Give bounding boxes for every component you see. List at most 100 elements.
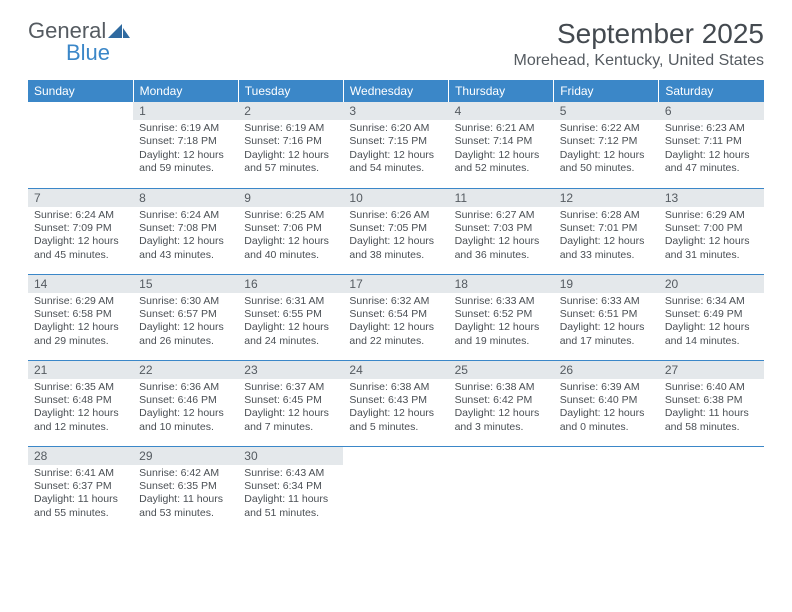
cell-line: and 50 minutes. <box>560 162 653 175</box>
cell-body <box>449 465 554 471</box>
cell-line: Sunset: 6:45 PM <box>244 394 337 407</box>
cell-line: Daylight: 12 hours <box>455 321 548 334</box>
cell-line: Daylight: 12 hours <box>139 235 232 248</box>
day-number: 5 <box>554 102 659 120</box>
cell-line: Sunset: 6:42 PM <box>455 394 548 407</box>
cell-line: and 17 minutes. <box>560 335 653 348</box>
cell-line: Sunrise: 6:29 AM <box>665 209 758 222</box>
calendar-cell: 28Sunrise: 6:41 AMSunset: 6:37 PMDayligh… <box>28 446 133 532</box>
day-number: 9 <box>238 189 343 207</box>
cell-line: and 5 minutes. <box>349 421 442 434</box>
cell-line: Sunset: 7:09 PM <box>34 222 127 235</box>
cell-line: and 3 minutes. <box>455 421 548 434</box>
day-number: 11 <box>449 189 554 207</box>
cell-line: Sunset: 6:51 PM <box>560 308 653 321</box>
cell-line: Daylight: 12 hours <box>455 235 548 248</box>
cell-body <box>554 465 659 471</box>
cell-line: and 55 minutes. <box>34 507 127 520</box>
calendar-cell: 26Sunrise: 6:39 AMSunset: 6:40 PMDayligh… <box>554 360 659 446</box>
day-number: 19 <box>554 275 659 293</box>
day-number: 29 <box>133 447 238 465</box>
calendar-row: 21Sunrise: 6:35 AMSunset: 6:48 PMDayligh… <box>28 360 764 446</box>
cell-line: Daylight: 12 hours <box>244 235 337 248</box>
cell-line: Sunrise: 6:25 AM <box>244 209 337 222</box>
cell-line: Sunset: 7:01 PM <box>560 222 653 235</box>
col-wednesday: Wednesday <box>343 80 448 102</box>
cell-body: Sunrise: 6:23 AMSunset: 7:11 PMDaylight:… <box>659 120 764 180</box>
day-number: 12 <box>554 189 659 207</box>
calendar-cell: 14Sunrise: 6:29 AMSunset: 6:58 PMDayligh… <box>28 274 133 360</box>
cell-line: Sunset: 7:00 PM <box>665 222 758 235</box>
cell-body: Sunrise: 6:25 AMSunset: 7:06 PMDaylight:… <box>238 207 343 267</box>
col-friday: Friday <box>554 80 659 102</box>
cell-line: and 45 minutes. <box>34 249 127 262</box>
cell-line: Sunrise: 6:24 AM <box>34 209 127 222</box>
calendar-cell: 2Sunrise: 6:19 AMSunset: 7:16 PMDaylight… <box>238 102 343 188</box>
calendar-cell: 27Sunrise: 6:40 AMSunset: 6:38 PMDayligh… <box>659 360 764 446</box>
day-number: 17 <box>343 275 448 293</box>
calendar-cell: 3Sunrise: 6:20 AMSunset: 7:15 PMDaylight… <box>343 102 448 188</box>
cell-line: and 57 minutes. <box>244 162 337 175</box>
cell-line: Daylight: 12 hours <box>349 407 442 420</box>
cell-line: Daylight: 12 hours <box>455 149 548 162</box>
cell-line: Sunset: 6:34 PM <box>244 480 337 493</box>
cell-line: Sunrise: 6:33 AM <box>560 295 653 308</box>
cell-line: Sunset: 7:08 PM <box>139 222 232 235</box>
cell-line: Sunrise: 6:36 AM <box>139 381 232 394</box>
cell-line: Sunset: 6:40 PM <box>560 394 653 407</box>
cell-line: Sunset: 6:43 PM <box>349 394 442 407</box>
cell-line: Daylight: 12 hours <box>349 235 442 248</box>
day-number: 15 <box>133 275 238 293</box>
cell-body: Sunrise: 6:40 AMSunset: 6:38 PMDaylight:… <box>659 379 764 439</box>
cell-line: Daylight: 12 hours <box>34 321 127 334</box>
cell-line: Daylight: 12 hours <box>349 149 442 162</box>
calendar-row: 7Sunrise: 6:24 AMSunset: 7:09 PMDaylight… <box>28 188 764 274</box>
cell-line: Sunrise: 6:32 AM <box>349 295 442 308</box>
cell-line: Sunrise: 6:42 AM <box>139 467 232 480</box>
calendar-cell: 30Sunrise: 6:43 AMSunset: 6:34 PMDayligh… <box>238 446 343 532</box>
cell-body <box>28 120 133 126</box>
cell-line: Daylight: 12 hours <box>139 149 232 162</box>
cell-line: Sunrise: 6:23 AM <box>665 122 758 135</box>
calendar-cell: 6Sunrise: 6:23 AMSunset: 7:11 PMDaylight… <box>659 102 764 188</box>
cell-line: Sunset: 6:46 PM <box>139 394 232 407</box>
calendar-cell <box>343 446 448 532</box>
day-number <box>554 447 659 465</box>
cell-line: Sunset: 7:03 PM <box>455 222 548 235</box>
day-number: 1 <box>133 102 238 120</box>
cell-line: and 33 minutes. <box>560 249 653 262</box>
cell-line: Sunset: 6:49 PM <box>665 308 758 321</box>
cell-line: Sunset: 7:15 PM <box>349 135 442 148</box>
cell-line: and 12 minutes. <box>34 421 127 434</box>
calendar-cell: 18Sunrise: 6:33 AMSunset: 6:52 PMDayligh… <box>449 274 554 360</box>
col-thursday: Thursday <box>449 80 554 102</box>
cell-body: Sunrise: 6:20 AMSunset: 7:15 PMDaylight:… <box>343 120 448 180</box>
cell-body: Sunrise: 6:31 AMSunset: 6:55 PMDaylight:… <box>238 293 343 353</box>
calendar-row: 14Sunrise: 6:29 AMSunset: 6:58 PMDayligh… <box>28 274 764 360</box>
cell-body: Sunrise: 6:36 AMSunset: 6:46 PMDaylight:… <box>133 379 238 439</box>
col-tuesday: Tuesday <box>238 80 343 102</box>
calendar-cell: 21Sunrise: 6:35 AMSunset: 6:48 PMDayligh… <box>28 360 133 446</box>
cell-line: Daylight: 12 hours <box>560 321 653 334</box>
cell-line: Sunrise: 6:22 AM <box>560 122 653 135</box>
cell-line: Sunset: 7:14 PM <box>455 135 548 148</box>
cell-line: Sunrise: 6:19 AM <box>139 122 232 135</box>
calendar-cell: 25Sunrise: 6:38 AMSunset: 6:42 PMDayligh… <box>449 360 554 446</box>
logo-word2: Blue <box>66 40 130 66</box>
cell-line: and 53 minutes. <box>139 507 232 520</box>
cell-body <box>659 465 764 471</box>
calendar-cell: 7Sunrise: 6:24 AMSunset: 7:09 PMDaylight… <box>28 188 133 274</box>
calendar-cell: 9Sunrise: 6:25 AMSunset: 7:06 PMDaylight… <box>238 188 343 274</box>
calendar-cell: 16Sunrise: 6:31 AMSunset: 6:55 PMDayligh… <box>238 274 343 360</box>
cell-body: Sunrise: 6:28 AMSunset: 7:01 PMDaylight:… <box>554 207 659 267</box>
cell-body: Sunrise: 6:42 AMSunset: 6:35 PMDaylight:… <box>133 465 238 525</box>
cell-line: Sunrise: 6:27 AM <box>455 209 548 222</box>
calendar-cell: 10Sunrise: 6:26 AMSunset: 7:05 PMDayligh… <box>343 188 448 274</box>
cell-line: and 59 minutes. <box>139 162 232 175</box>
cell-line: Daylight: 11 hours <box>244 493 337 506</box>
col-monday: Monday <box>133 80 238 102</box>
cell-body: Sunrise: 6:26 AMSunset: 7:05 PMDaylight:… <box>343 207 448 267</box>
cell-line: Sunrise: 6:30 AM <box>139 295 232 308</box>
calendar-cell: 20Sunrise: 6:34 AMSunset: 6:49 PMDayligh… <box>659 274 764 360</box>
day-number: 28 <box>28 447 133 465</box>
